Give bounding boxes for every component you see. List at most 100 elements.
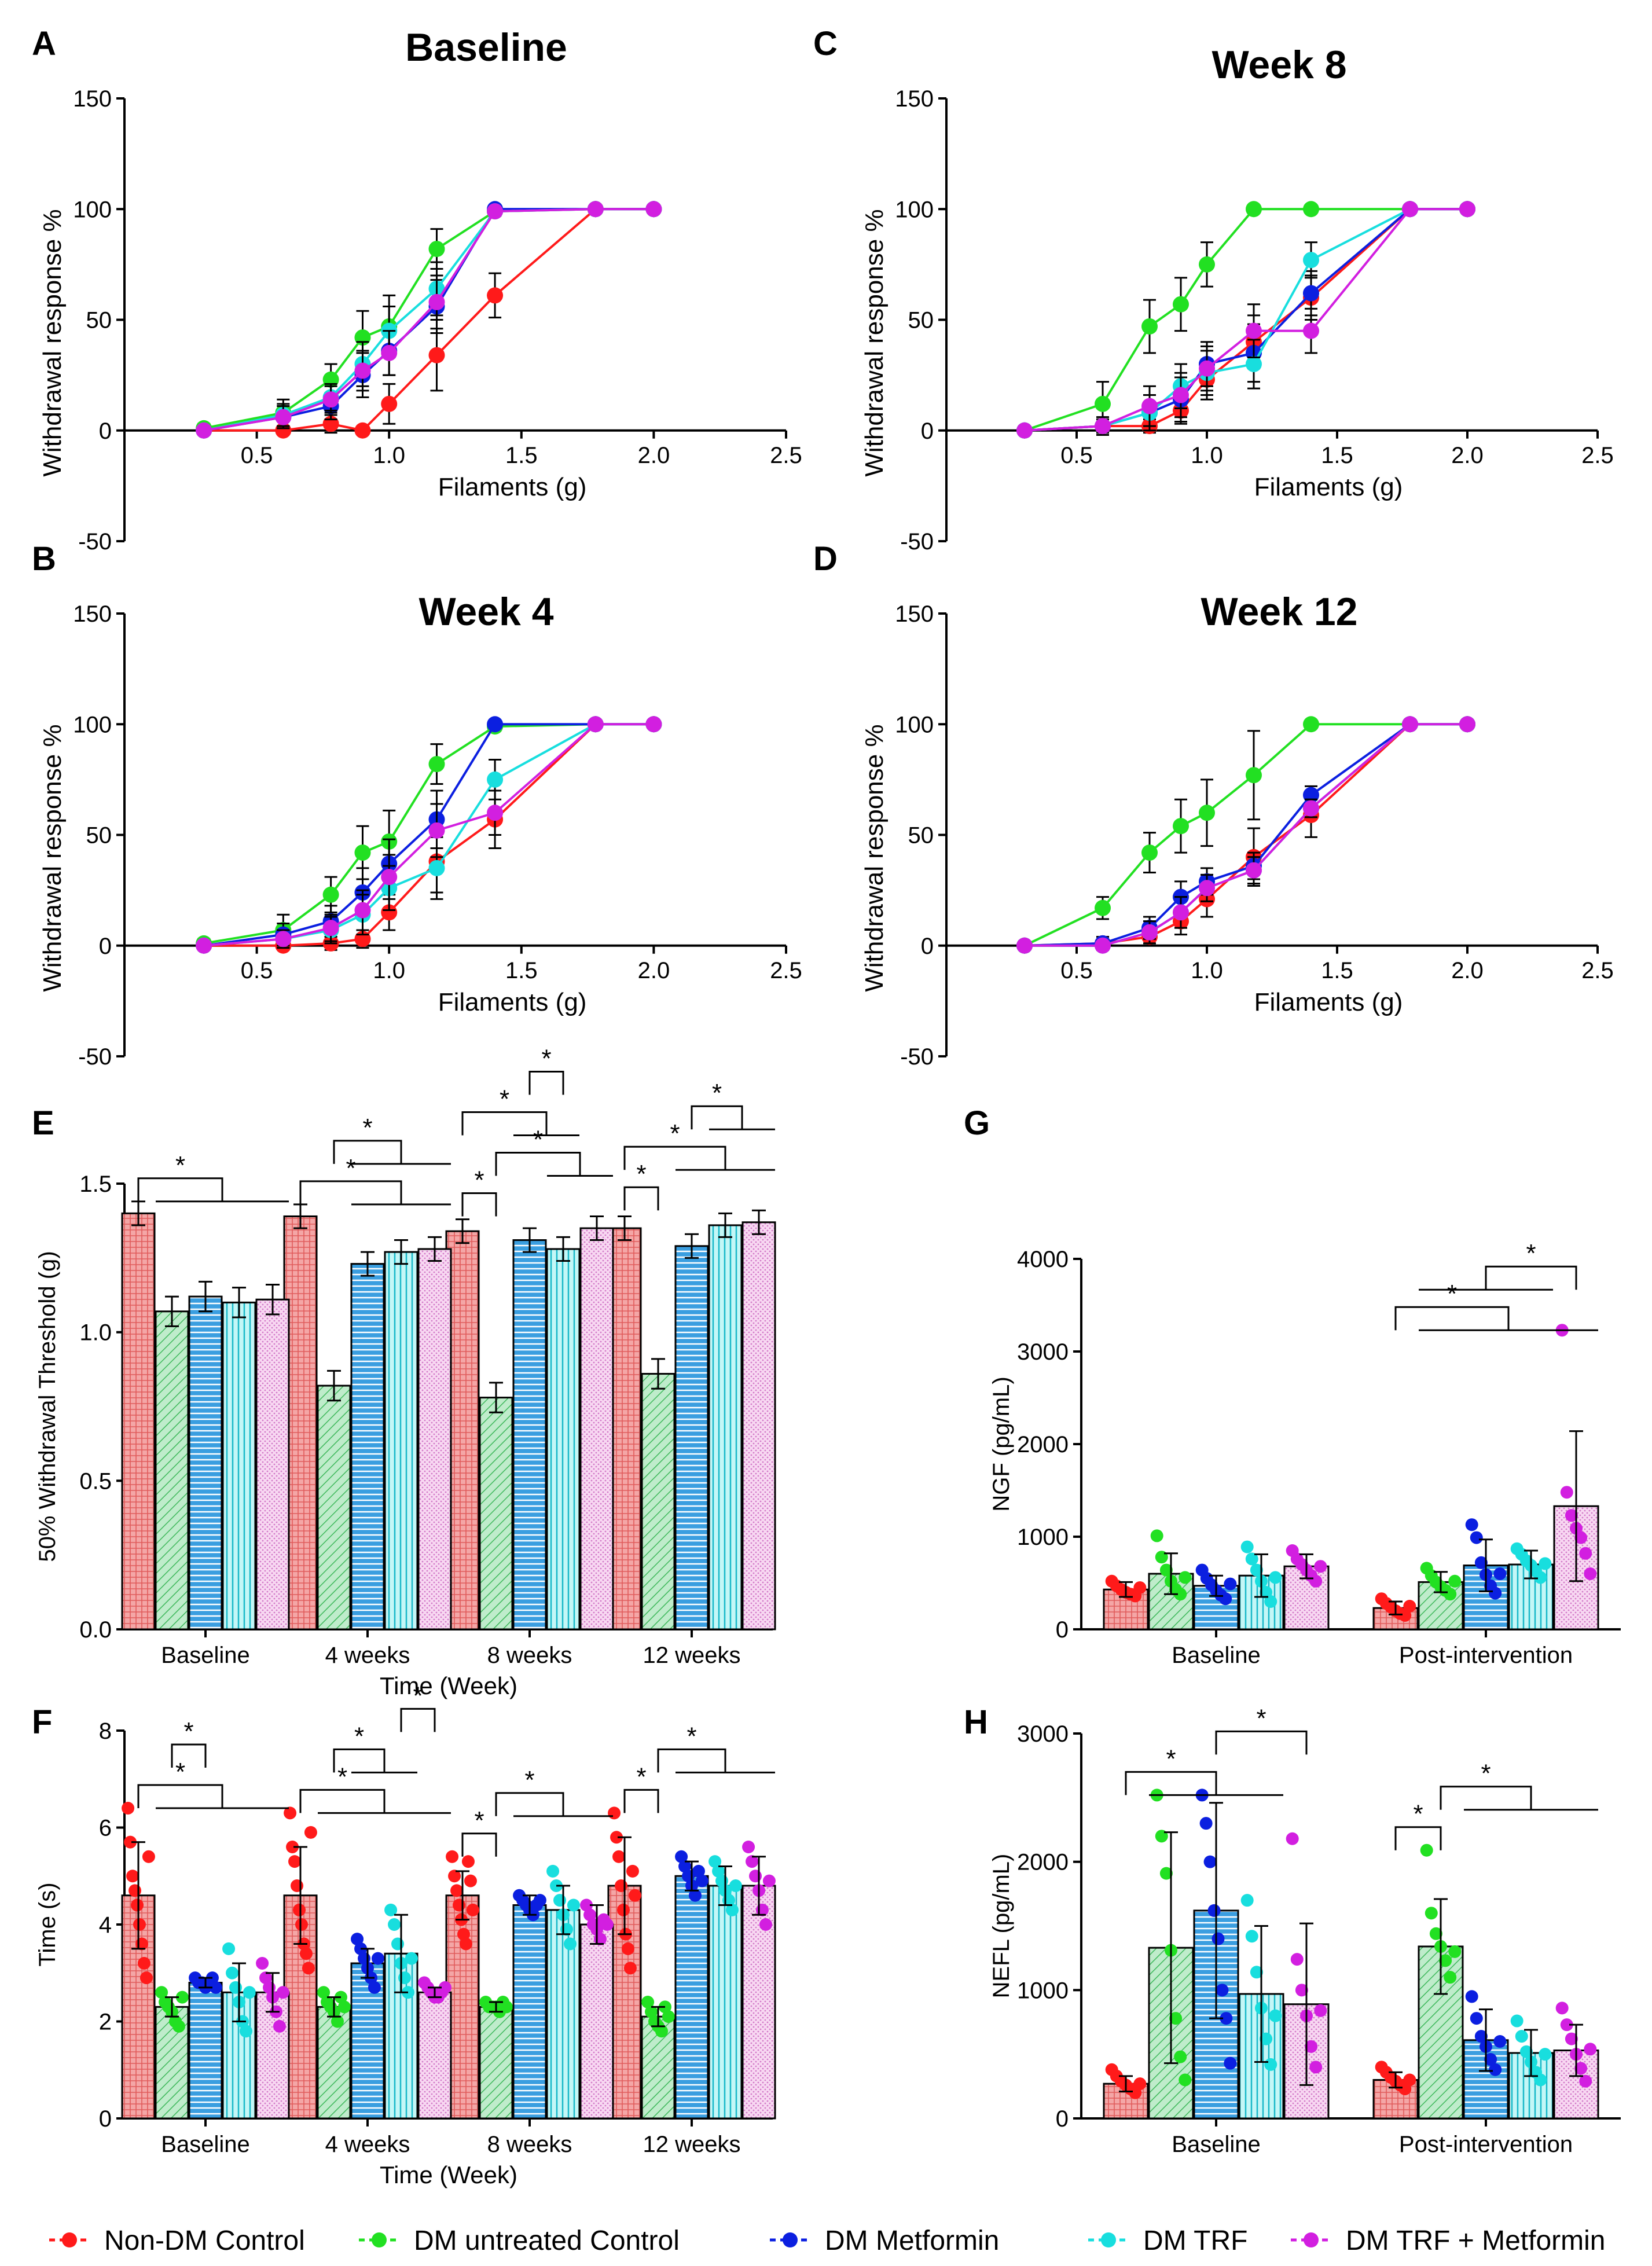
data-point xyxy=(384,1903,398,1916)
significance-bracket: * xyxy=(461,1166,497,1217)
data-point xyxy=(1403,2073,1416,2087)
data-point xyxy=(122,1802,135,1815)
data-point xyxy=(351,1933,364,1946)
data-point xyxy=(1264,2058,1277,2071)
data-point xyxy=(546,1864,560,1878)
significance-bracket: * xyxy=(299,1762,451,1814)
series-dm-trf xyxy=(1238,1540,1554,1630)
data-point xyxy=(1199,805,1215,821)
data-point xyxy=(725,1903,739,1916)
significance-bracket: * xyxy=(1419,1239,1577,1291)
significance-marker: * xyxy=(1413,1800,1423,1828)
data-point xyxy=(1203,1855,1217,1868)
data-point xyxy=(600,1918,614,1931)
y-tick-label: 150 xyxy=(73,601,112,627)
panel-letter: A xyxy=(32,25,56,63)
data-point xyxy=(1199,1817,1213,1830)
data-point xyxy=(1219,1592,1232,1606)
y-tick-label: 3000 xyxy=(1017,1339,1069,1365)
data-point xyxy=(124,1835,137,1849)
significance-marker: * xyxy=(175,1758,185,1786)
significance-bracket: * xyxy=(333,1722,417,1773)
data-point xyxy=(487,805,504,821)
data-point xyxy=(391,1937,405,1951)
data-point xyxy=(1459,201,1475,218)
data-point xyxy=(295,1918,308,1931)
x-axis-label: Time (Week) xyxy=(380,2161,517,2188)
data-point xyxy=(1534,1571,1547,1584)
data-point xyxy=(256,1957,269,1970)
y-tick-label: -50 xyxy=(900,529,934,554)
panel-g: G 0 1000 2000 3000 4000 NGF (pg/mL) Baseline Pos… xyxy=(964,1104,1621,1668)
data-point xyxy=(1199,880,1215,897)
series-line xyxy=(1024,208,1467,432)
data-point xyxy=(1448,1945,1462,1958)
data-point xyxy=(1246,356,1262,372)
series-non-dm xyxy=(196,201,662,439)
significance-marker: * xyxy=(687,1722,696,1750)
data-point xyxy=(1095,899,1111,916)
data-point xyxy=(1174,2050,1187,2063)
data-point xyxy=(1539,2048,1552,2061)
significance-bracket: * xyxy=(137,1151,289,1203)
series-line xyxy=(203,208,654,432)
data-point xyxy=(1565,2032,1578,2045)
data-point xyxy=(317,1986,331,1999)
data-point xyxy=(729,1879,742,1892)
data-point xyxy=(354,844,371,861)
bar xyxy=(417,1991,452,2120)
series-dm-trf-metformin xyxy=(196,201,662,439)
bracket-line xyxy=(1125,1771,1217,1795)
series-dm-metformin xyxy=(1016,716,1475,954)
data-point xyxy=(1159,1563,1173,1577)
data-point xyxy=(172,2019,185,2033)
data-point xyxy=(1303,716,1319,733)
data-point xyxy=(1173,296,1189,313)
y-tick-label: 0 xyxy=(99,418,112,444)
data-point xyxy=(1016,937,1033,954)
significance-bracket: * xyxy=(1440,1760,1598,1811)
y-axis-label: 50% Withdrawal Threshold (g) xyxy=(35,1251,60,1562)
y-tick-label: 100 xyxy=(895,197,934,222)
data-point xyxy=(1141,844,1158,861)
bracket-line xyxy=(299,1788,386,1813)
data-point xyxy=(1095,418,1111,435)
legend-label: DM Metformin xyxy=(825,2225,999,2256)
y-tick-label: -50 xyxy=(78,529,112,554)
series-non-dm xyxy=(1103,2061,1419,2120)
data-point xyxy=(354,362,371,379)
data-point xyxy=(331,2015,344,2028)
bracket-line xyxy=(623,1145,726,1170)
series-line xyxy=(204,723,654,947)
y-tick-label: 0.5 xyxy=(79,1468,112,1494)
circle-marker-icon xyxy=(372,2232,387,2247)
data-point xyxy=(487,771,504,788)
data-point xyxy=(302,1962,315,1975)
data-point xyxy=(155,1986,168,1999)
data-point xyxy=(1264,1595,1277,1608)
x-axis-label: Time (Week) xyxy=(380,1672,517,1699)
series-line xyxy=(1024,723,1467,947)
data-point xyxy=(645,716,662,733)
bar xyxy=(479,1397,513,1630)
data-point xyxy=(1579,2074,1592,2088)
data-point xyxy=(708,1855,722,1868)
significance-bracket: * xyxy=(1215,1704,1308,1755)
significance-marker: * xyxy=(474,1166,484,1194)
y-tick-label: 4 xyxy=(99,1912,112,1938)
category-label: Post-intervention xyxy=(1399,2132,1573,2157)
chart-title: Baseline xyxy=(405,25,567,69)
data-point xyxy=(137,1957,150,1970)
series-dm-untreated xyxy=(1016,716,1475,954)
bracket-line xyxy=(1215,1730,1308,1755)
data-point xyxy=(1169,2012,1183,2025)
x-axis-label: Filaments (g) xyxy=(1254,988,1403,1016)
data-point xyxy=(1574,1531,1588,1544)
data-point xyxy=(1250,1966,1263,1979)
y-tick-label: 50 xyxy=(908,308,934,333)
category-label: Post-intervention xyxy=(1399,1643,1573,1668)
significance-marker: * xyxy=(533,1125,543,1154)
data-point xyxy=(1199,256,1215,273)
data-point xyxy=(1470,2012,1483,2025)
